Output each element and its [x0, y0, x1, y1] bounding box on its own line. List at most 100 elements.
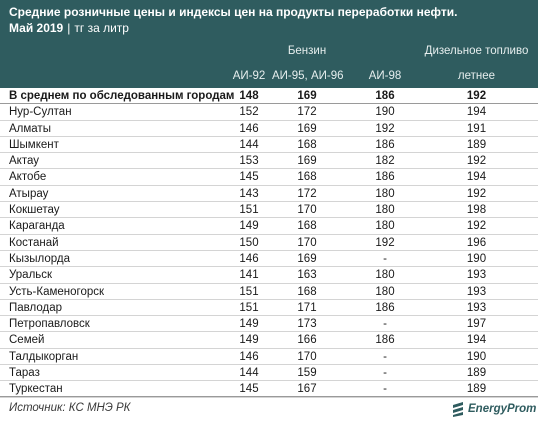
table-header-band: Средние розничные цены и индексы цен на …	[0, 0, 538, 88]
column-header-diesel-summer: летнее	[457, 70, 496, 82]
cell-diesel-summer: 197	[466, 318, 487, 331]
logo-text: EnergyProm	[468, 403, 537, 415]
cell-ai95-ai96: 172	[297, 187, 317, 200]
city-name: Туркестан	[9, 383, 63, 396]
cell-ai95-ai96: 170	[297, 350, 317, 363]
table-row-average: В среднем по обследованным городам 148 169…	[0, 88, 538, 105]
cell-ai98: 182	[375, 155, 395, 168]
table-row: Петропавловск 149 173 - 197	[0, 316, 538, 333]
cell-diesel-summer: 192	[466, 220, 487, 233]
price-table-body: В среднем по обследованным городам 148 169…	[0, 88, 538, 398]
column-header-ai95-ai96: АИ-95, АИ-96	[272, 70, 344, 82]
city-name: Павлодар	[9, 301, 62, 314]
cell-ai98: 180	[375, 187, 395, 200]
table-row: Тараз 144 159 - 189	[0, 365, 538, 382]
table-row: Кызылорда 146 169 - 190	[0, 251, 538, 268]
cell-ai95-ai96: 171	[297, 301, 317, 314]
energyprom-logo: EnergyProm	[451, 400, 537, 420]
table-row: Шымкент 144 168 186 189	[0, 137, 538, 154]
table-row: Атырау 143 172 180 192	[0, 186, 538, 203]
cell-ai98: -	[383, 252, 387, 265]
cell-ai98: -	[383, 350, 387, 363]
table-row: Талдыкорган 146 170 - 190	[0, 349, 538, 366]
cell-diesel-summer: 189	[466, 138, 487, 151]
cell-diesel-summer: 198	[466, 204, 487, 217]
cell-ai95-ai96: 163	[297, 269, 317, 282]
table-row: Караганда 149 168 180 192	[0, 218, 538, 235]
cell-ai92: 144	[239, 138, 259, 151]
cell-ai95-ai96: 168	[297, 285, 317, 298]
cell-ai95-ai96: 170	[297, 236, 317, 249]
table-row: Семей 149 166 186 194	[0, 332, 538, 349]
cell-ai92: 144	[239, 367, 259, 380]
footer: Источник: КС МНЭ РК EnergyProm	[0, 396, 538, 422]
cell-ai92: 150	[239, 236, 259, 249]
cell-ai98: 180	[375, 285, 395, 298]
cell-diesel-summer: 193	[466, 301, 487, 314]
page-title: Средние розничные цены и индексы цен на …	[9, 5, 458, 19]
city-name: В среднем по обследованным городам	[9, 90, 235, 102]
cell-ai95-ai96: 168	[297, 220, 317, 233]
cell-diesel-summer: 193	[466, 269, 487, 282]
cell-diesel-summer: 190	[466, 252, 487, 265]
group-header-diesel: Дизельное топливо	[424, 45, 529, 57]
cell-ai95-ai96: 168	[297, 171, 317, 184]
city-name: Атырау	[9, 187, 49, 200]
cell-ai92: 146	[239, 252, 259, 265]
cell-ai98: -	[383, 367, 387, 380]
cell-ai92: 149	[239, 318, 259, 331]
cell-ai98: -	[383, 383, 387, 396]
cell-ai92: 148	[239, 90, 259, 102]
city-name: Актобе	[9, 171, 47, 184]
city-name: Семей	[9, 334, 45, 347]
city-name: Кызылорда	[9, 252, 70, 265]
subtitle-separator: |	[67, 21, 71, 35]
cell-ai95-ai96: 166	[297, 334, 317, 347]
cell-ai92: 143	[239, 187, 259, 200]
city-name: Петропавловск	[9, 318, 90, 331]
cell-diesel-summer: 192	[466, 155, 487, 168]
cell-diesel-summer: 189	[466, 367, 487, 380]
cell-ai95-ai96: 169	[297, 90, 317, 102]
city-name: Шымкент	[9, 138, 59, 151]
city-name: Талдыкорган	[9, 350, 79, 363]
cell-ai95-ai96: 167	[297, 383, 317, 396]
cell-diesel-summer: 194	[466, 171, 487, 184]
cell-ai95-ai96: 168	[297, 138, 317, 151]
table-row: Уральск 141 163 180 193	[0, 267, 538, 284]
cell-ai92: 153	[239, 155, 259, 168]
table-row: Костанай 150 170 192 196	[0, 235, 538, 251]
city-name: Усть-Каменогорск	[9, 285, 105, 298]
table-row: Нур-Султан 152 172 190 194	[0, 104, 538, 121]
city-name: Алматы	[9, 122, 51, 135]
cell-diesel-summer: 191	[466, 122, 487, 135]
cell-ai98: 180	[375, 269, 395, 282]
table-row: Павлодар 151 171 186 193	[0, 300, 538, 317]
column-header-ai92: АИ-92	[232, 70, 266, 82]
source-note: Источник: КС МНЭ РК	[9, 402, 131, 414]
cell-diesel-summer: 192	[466, 187, 487, 200]
cell-ai98: 186	[375, 334, 395, 347]
city-name: Тараз	[9, 367, 40, 380]
cell-ai95-ai96: 169	[297, 155, 317, 168]
cell-ai95-ai96: 172	[297, 106, 317, 119]
city-name: Кокшетау	[9, 204, 60, 217]
cell-diesel-summer: 194	[466, 106, 487, 119]
group-header-gasoline: Бензин	[287, 45, 327, 57]
cell-ai95-ai96: 169	[297, 252, 317, 265]
city-name: Костанай	[9, 236, 59, 249]
cell-ai98: 192	[375, 236, 395, 249]
cell-ai92: 146	[239, 350, 259, 363]
cell-ai98: 180	[375, 220, 395, 233]
cell-ai92: 145	[239, 171, 259, 184]
cell-diesel-summer: 192	[466, 90, 487, 102]
table-row: Кокшетау 151 170 180 198	[0, 202, 538, 219]
cell-diesel-summer: 196	[466, 236, 487, 249]
city-name: Караганда	[9, 220, 65, 233]
cell-ai95-ai96: 173	[297, 318, 317, 331]
cell-diesel-summer: 189	[466, 383, 487, 396]
table-row: Актобе 145 168 186 194	[0, 169, 538, 186]
column-header-ai98: АИ-98	[368, 70, 402, 82]
cell-ai92: 141	[239, 269, 259, 282]
cell-ai92: 145	[239, 383, 259, 396]
